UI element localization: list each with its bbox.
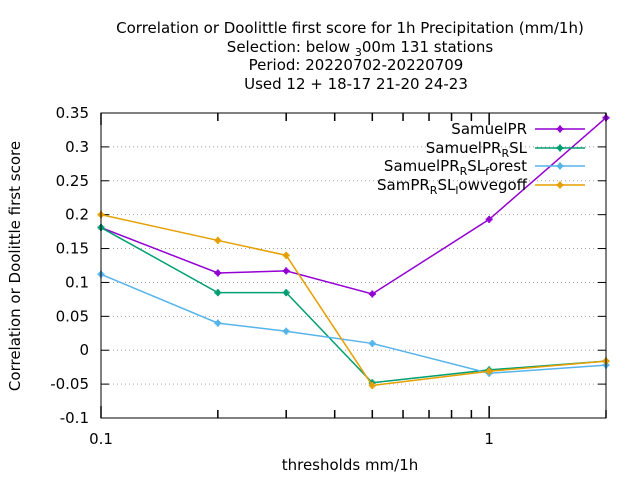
- series-line: [100, 117, 607, 295]
- legend-swatch-marker: [556, 144, 564, 152]
- tick-marks: [100, 112, 607, 419]
- legend-swatches: [535, 125, 585, 189]
- data-point: [485, 367, 493, 375]
- y-tick-labels: -0.1 -0.05 0 0.05 0.1 0.15 0.2 0.25 0.3 0.35: [50, 104, 89, 427]
- data-point: [282, 327, 290, 335]
- data-point: [368, 381, 376, 389]
- series-layer: [97, 114, 610, 389]
- data-point: [485, 215, 493, 223]
- y-tick-label: 0.25: [56, 172, 89, 190]
- data-point: [282, 251, 290, 259]
- y-tick-label: -0.1: [60, 409, 89, 427]
- legend-swatch-marker: [556, 125, 564, 133]
- y-tick-label: 0.35: [56, 104, 89, 122]
- x-tick-label: 1: [484, 430, 494, 448]
- legend-label-samuelpr: SamuelPR: [451, 120, 527, 138]
- x-tick-labels: 0.1 1: [89, 430, 494, 448]
- chart-title: Correlation or Doolittle first score for…: [116, 19, 584, 37]
- chart-subtitle-used: Used 12 + 18-17 21-20 24-23: [244, 75, 468, 93]
- y-tick-label: 0.05: [56, 307, 89, 325]
- legend-swatch-marker: [556, 181, 564, 189]
- plot-frame: [100, 112, 607, 419]
- series-line: [100, 213, 607, 387]
- grid-lines: [101, 146, 606, 385]
- y-tick-label: 0.2: [65, 206, 89, 224]
- data-point: [214, 236, 222, 244]
- data-point: [282, 267, 290, 275]
- data-point: [368, 339, 376, 347]
- y-tick-label: 0: [79, 341, 89, 359]
- y-tick-label: 0.1: [65, 273, 89, 291]
- data-point: [214, 269, 222, 277]
- chart-subtitle-selection: Selection: below 300m 131 stations: [227, 38, 494, 59]
- legend-label-samuelpr-rsl-forest: SamuelPRRSLforest: [384, 157, 527, 178]
- data-point: [214, 319, 222, 327]
- legend-label-sampr-rsl-lowvegoff: SamPRRSLlowvegoff: [377, 176, 528, 197]
- y-tick-label: -0.05: [50, 375, 89, 393]
- y-tick-label: 0.3: [65, 138, 89, 156]
- x-tick-label: 0.1: [89, 430, 113, 448]
- data-point: [368, 290, 376, 298]
- legend-swatch-marker: [556, 162, 564, 170]
- chart-subtitle-period: Period: 20220702-20220709: [249, 56, 464, 74]
- series-line: [100, 273, 607, 375]
- y-tick-label: 0.15: [56, 240, 89, 258]
- y-axis-label: Correlation or Doolittle first score: [6, 141, 24, 391]
- data-point: [214, 289, 222, 297]
- x-axis-label: thresholds mm/1h: [282, 456, 419, 474]
- data-point: [282, 289, 290, 297]
